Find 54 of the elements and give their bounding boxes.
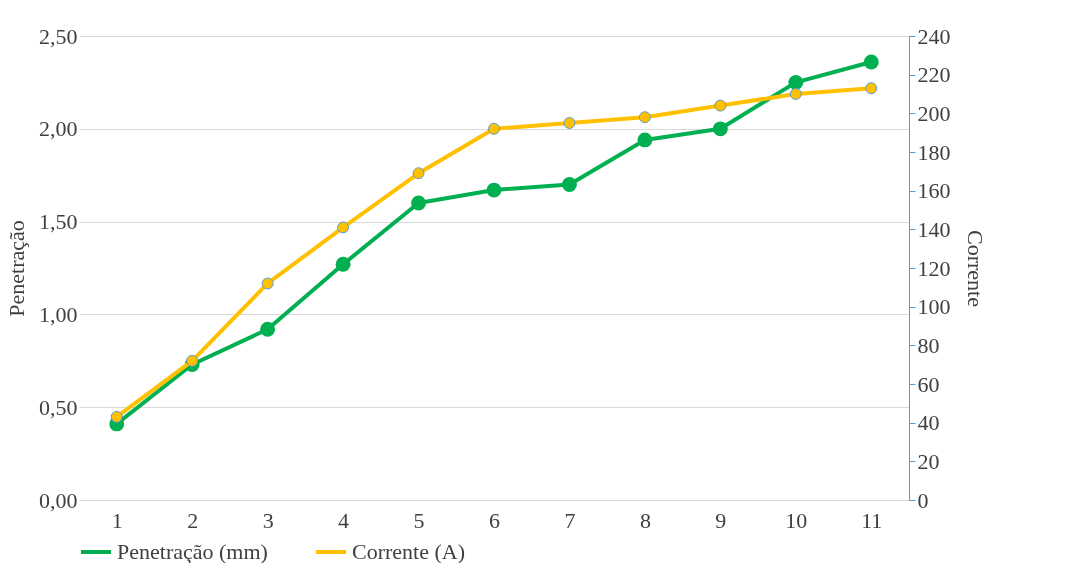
- point: [865, 82, 878, 95]
- point: [486, 182, 502, 198]
- x-tick-label: 1: [111, 507, 123, 533]
- y2-tick-label: 180: [917, 139, 951, 165]
- legend-label: Corrente (A): [352, 539, 466, 564]
- point: [335, 256, 351, 272]
- point: [261, 277, 274, 290]
- y-tick-label: 1,00: [39, 301, 78, 327]
- y-tick-label: 2,50: [39, 23, 78, 49]
- point: [260, 321, 276, 337]
- point: [637, 132, 653, 148]
- x-tick-label: 5: [413, 507, 425, 533]
- y-tick-label: 2,00: [39, 116, 78, 142]
- y2-tick-label: 200: [917, 100, 951, 126]
- x-tick-label: 11: [861, 507, 883, 533]
- y2-tick-label: 140: [917, 216, 951, 242]
- point: [488, 122, 500, 135]
- point: [562, 177, 577, 192]
- y-tick-label: 0,50: [39, 394, 78, 420]
- point: [789, 88, 802, 100]
- y2-tick-label: 20: [917, 448, 940, 474]
- point: [563, 117, 576, 129]
- y2-tick-label: 100: [917, 294, 951, 320]
- x-tick-label: 2: [187, 507, 199, 533]
- y-tick-label: 1,50: [39, 209, 78, 235]
- x-tick-label: 7: [564, 507, 576, 533]
- point: [638, 111, 651, 124]
- point: [186, 354, 199, 367]
- x-tick-label: 10: [785, 507, 808, 533]
- y-tick-label: 0,00: [39, 487, 78, 513]
- y2-tick-label: 240: [917, 23, 951, 49]
- x-tick-label: 8: [639, 507, 651, 533]
- point: [714, 99, 727, 112]
- point: [337, 221, 350, 234]
- point: [788, 75, 804, 90]
- point: [863, 54, 879, 70]
- y2-tick-label: 40: [917, 410, 940, 436]
- y2-tick-label: 60: [917, 371, 940, 397]
- x-tick-label: 6: [489, 507, 500, 533]
- y2-tick-label: 160: [917, 178, 951, 204]
- y2-tick-label: 120: [917, 255, 951, 281]
- point: [110, 410, 123, 423]
- point: [712, 121, 728, 137]
- point: [412, 167, 425, 180]
- x-tick-label: 3: [262, 507, 274, 533]
- y2-tick-label: 0: [917, 487, 929, 513]
- point: [411, 195, 426, 211]
- y2-tick-label: 220: [917, 62, 951, 88]
- legend-label: Penetração (mm): [117, 539, 268, 564]
- y2-axis-title: Corrente: [962, 230, 988, 307]
- y-axis-title: Penetração: [4, 220, 29, 317]
- y2-tick-label: 80: [917, 332, 940, 358]
- x-tick-label: 9: [715, 507, 727, 533]
- x-tick-label: 4: [338, 507, 350, 533]
